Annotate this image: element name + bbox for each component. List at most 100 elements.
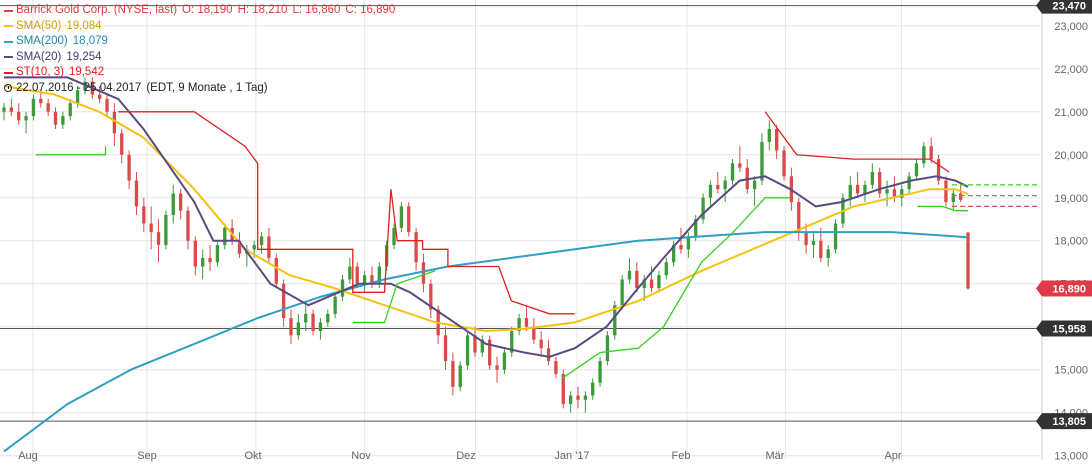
- price-tag-label: 23,470: [1052, 1, 1086, 13]
- candle-body: [539, 339, 543, 349]
- candle-body: [583, 395, 587, 400]
- legend-sma200[interactable]: SMA(200) 18,079: [4, 34, 395, 50]
- candle-body: [517, 318, 521, 332]
- candle-body: [193, 240, 197, 267]
- candle-body: [83, 81, 87, 91]
- y-tick-label: 22,000: [1054, 64, 1088, 76]
- candle-body: [826, 249, 830, 258]
- candle-body: [178, 193, 183, 211]
- candle-body: [966, 232, 970, 289]
- sma20-value: 19,254: [66, 50, 102, 63]
- candles: [2, 77, 970, 413]
- price-tag-label: 16,890: [1052, 283, 1086, 295]
- x-tick-label: Dez: [456, 450, 476, 462]
- price-tag: 13,805: [1036, 413, 1092, 430]
- candle-body: [237, 240, 242, 254]
- candle-body: [223, 227, 227, 246]
- price-tag-shape: [1036, 413, 1092, 430]
- price-tag: 16,890: [1036, 280, 1092, 297]
- candle-body: [134, 180, 139, 207]
- candle-body: [510, 331, 514, 353]
- x-tick-label: Mär: [766, 450, 785, 462]
- candle-body: [201, 257, 205, 267]
- candle-body: [914, 163, 919, 177]
- candle-body: [532, 326, 536, 340]
- supertrend-label: ST(10, 3): [16, 66, 64, 78]
- candle-body: [929, 146, 933, 160]
- candle-body: [752, 180, 757, 190]
- candle-body: [885, 189, 889, 194]
- candle-body: [127, 154, 131, 181]
- candle-body: [333, 296, 337, 314]
- candle-body: [443, 335, 448, 362]
- candle-body: [68, 103, 72, 117]
- price-tag-shape: [1036, 0, 1092, 14]
- candle-body: [451, 361, 455, 387]
- legend-sma20[interactable]: SMA(20) 19,254: [4, 50, 395, 66]
- candle-body: [53, 111, 58, 125]
- candle-body: [2, 107, 6, 112]
- price-tag-label: 15,958: [1052, 324, 1086, 336]
- candle-body: [171, 193, 175, 215]
- supertrend-line: [352, 270, 436, 324]
- candle-body: [495, 365, 499, 370]
- candle-body: [870, 171, 874, 185]
- candle-body: [61, 116, 65, 125]
- candle-body: [75, 90, 80, 104]
- x-tick-label: Apr: [884, 450, 901, 462]
- ohlc-low: L: 16,860: [292, 4, 341, 16]
- candle-body: [730, 163, 735, 181]
- period-row[interactable]: 22.07.2016 - 25.04.2017 (EDT, 9 Monate ,…: [4, 81, 395, 97]
- candle-body: [958, 193, 963, 200]
- header-swatch: [4, 9, 13, 12]
- sma50-value: 19,084: [66, 19, 102, 32]
- candle-body: [951, 193, 955, 203]
- legend-sma50[interactable]: SMA(50) 19,084: [4, 19, 395, 35]
- candle-body: [546, 348, 551, 362]
- candle-body: [399, 206, 404, 228]
- ohlc-close: C: 16,890: [345, 4, 396, 16]
- candle-body: [635, 270, 639, 289]
- candle-body: [878, 171, 882, 194]
- y-tick-label: 15,000: [1054, 365, 1088, 377]
- price-tags: 23,470 16,890 15,958 13,805: [1036, 0, 1092, 430]
- period-range: 22.07.2016 - 25.04.2017: [16, 81, 142, 94]
- candle-body: [598, 361, 602, 383]
- candle-body: [627, 270, 632, 280]
- candle-body: [414, 232, 418, 263]
- candle-body: [502, 352, 507, 370]
- candle-body: [671, 245, 676, 263]
- sma50-label: SMA(50): [16, 19, 62, 32]
- y-tick-label: 18,000: [1054, 236, 1088, 248]
- candle-body: [907, 176, 911, 190]
- candle-body: [892, 189, 897, 198]
- candle-body: [738, 163, 742, 168]
- candle-body: [267, 236, 271, 258]
- candle-body: [620, 279, 624, 306]
- y-tick-label: 13,000: [1054, 451, 1088, 463]
- candle-body: [24, 116, 28, 121]
- candle-body: [649, 279, 654, 289]
- supertrend-line: [561, 197, 791, 379]
- candle-body: [392, 227, 396, 246]
- candle-body: [900, 189, 904, 198]
- sma50-swatch: [4, 25, 13, 28]
- supertrend-swatch: [4, 71, 13, 74]
- ohlc-high: H: 18,210: [237, 4, 288, 16]
- candle-body: [46, 103, 50, 112]
- candle-body: [105, 98, 109, 112]
- x-tick-label: Nov: [351, 450, 371, 462]
- candle-body: [296, 322, 301, 336]
- candle-body: [120, 133, 124, 155]
- legend-header: Barrick Gold Corp. (NYSE, last) O: 18,19…: [4, 3, 395, 19]
- y-tick-label: 20,000: [1054, 150, 1088, 162]
- candle-body: [407, 206, 411, 233]
- candle-body: [340, 279, 345, 297]
- candle-body: [318, 322, 323, 332]
- candle-body: [679, 245, 683, 250]
- y-tick-label: 19,000: [1054, 193, 1088, 205]
- candle-body: [362, 275, 367, 284]
- legend-supertrend[interactable]: ST(10, 3) 19,542: [4, 65, 395, 81]
- candle-body: [819, 240, 823, 258]
- candle-body: [186, 210, 190, 241]
